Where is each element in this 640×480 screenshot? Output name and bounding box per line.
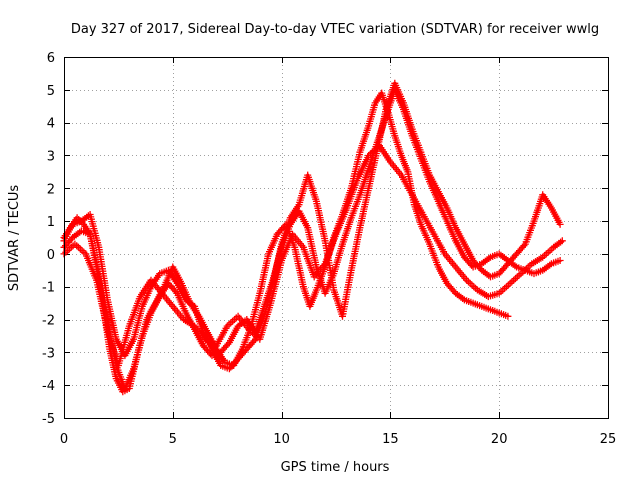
chart-title: Day 327 of 2017, Sidereal Day-to-day VTE… bbox=[71, 22, 599, 37]
x-tick-label: 15 bbox=[382, 432, 399, 447]
y-tick-label: 4 bbox=[47, 117, 55, 132]
y-tick-label: 0 bbox=[47, 248, 55, 263]
y-tick-label: -5 bbox=[42, 412, 55, 427]
y-tick-label: 6 bbox=[47, 51, 55, 66]
plus-markers bbox=[60, 86, 564, 392]
y-axis-label: SDTVAR / TECUs bbox=[7, 185, 22, 292]
x-axis-label: GPS time / hours bbox=[281, 460, 390, 475]
plot-frame bbox=[64, 57, 609, 419]
axis-ticks: 0 5 10 15 20 25 -5 -4 -3 -2 -1 0 1 2 3 4 5 6 bbox=[42, 51, 616, 447]
y-tick-label: 3 bbox=[47, 149, 55, 164]
y-tick-label: -3 bbox=[42, 346, 55, 361]
y-tick-label: 5 bbox=[47, 84, 55, 99]
x-tick-label: 10 bbox=[273, 432, 290, 447]
y-tick-label: -2 bbox=[42, 314, 55, 329]
x-tick-label: 0 bbox=[60, 432, 68, 447]
data-points bbox=[60, 79, 566, 396]
y-tick-label: -4 bbox=[42, 379, 55, 394]
x-tick-label: 25 bbox=[600, 432, 617, 447]
y-tick-label: -1 bbox=[42, 281, 55, 296]
series-track-2 bbox=[60, 86, 564, 392]
x-tick-label: 5 bbox=[169, 432, 177, 447]
y-tick-label: 2 bbox=[47, 182, 55, 197]
y-tick-label: 1 bbox=[47, 215, 55, 230]
x-tick-label: 20 bbox=[491, 432, 508, 447]
